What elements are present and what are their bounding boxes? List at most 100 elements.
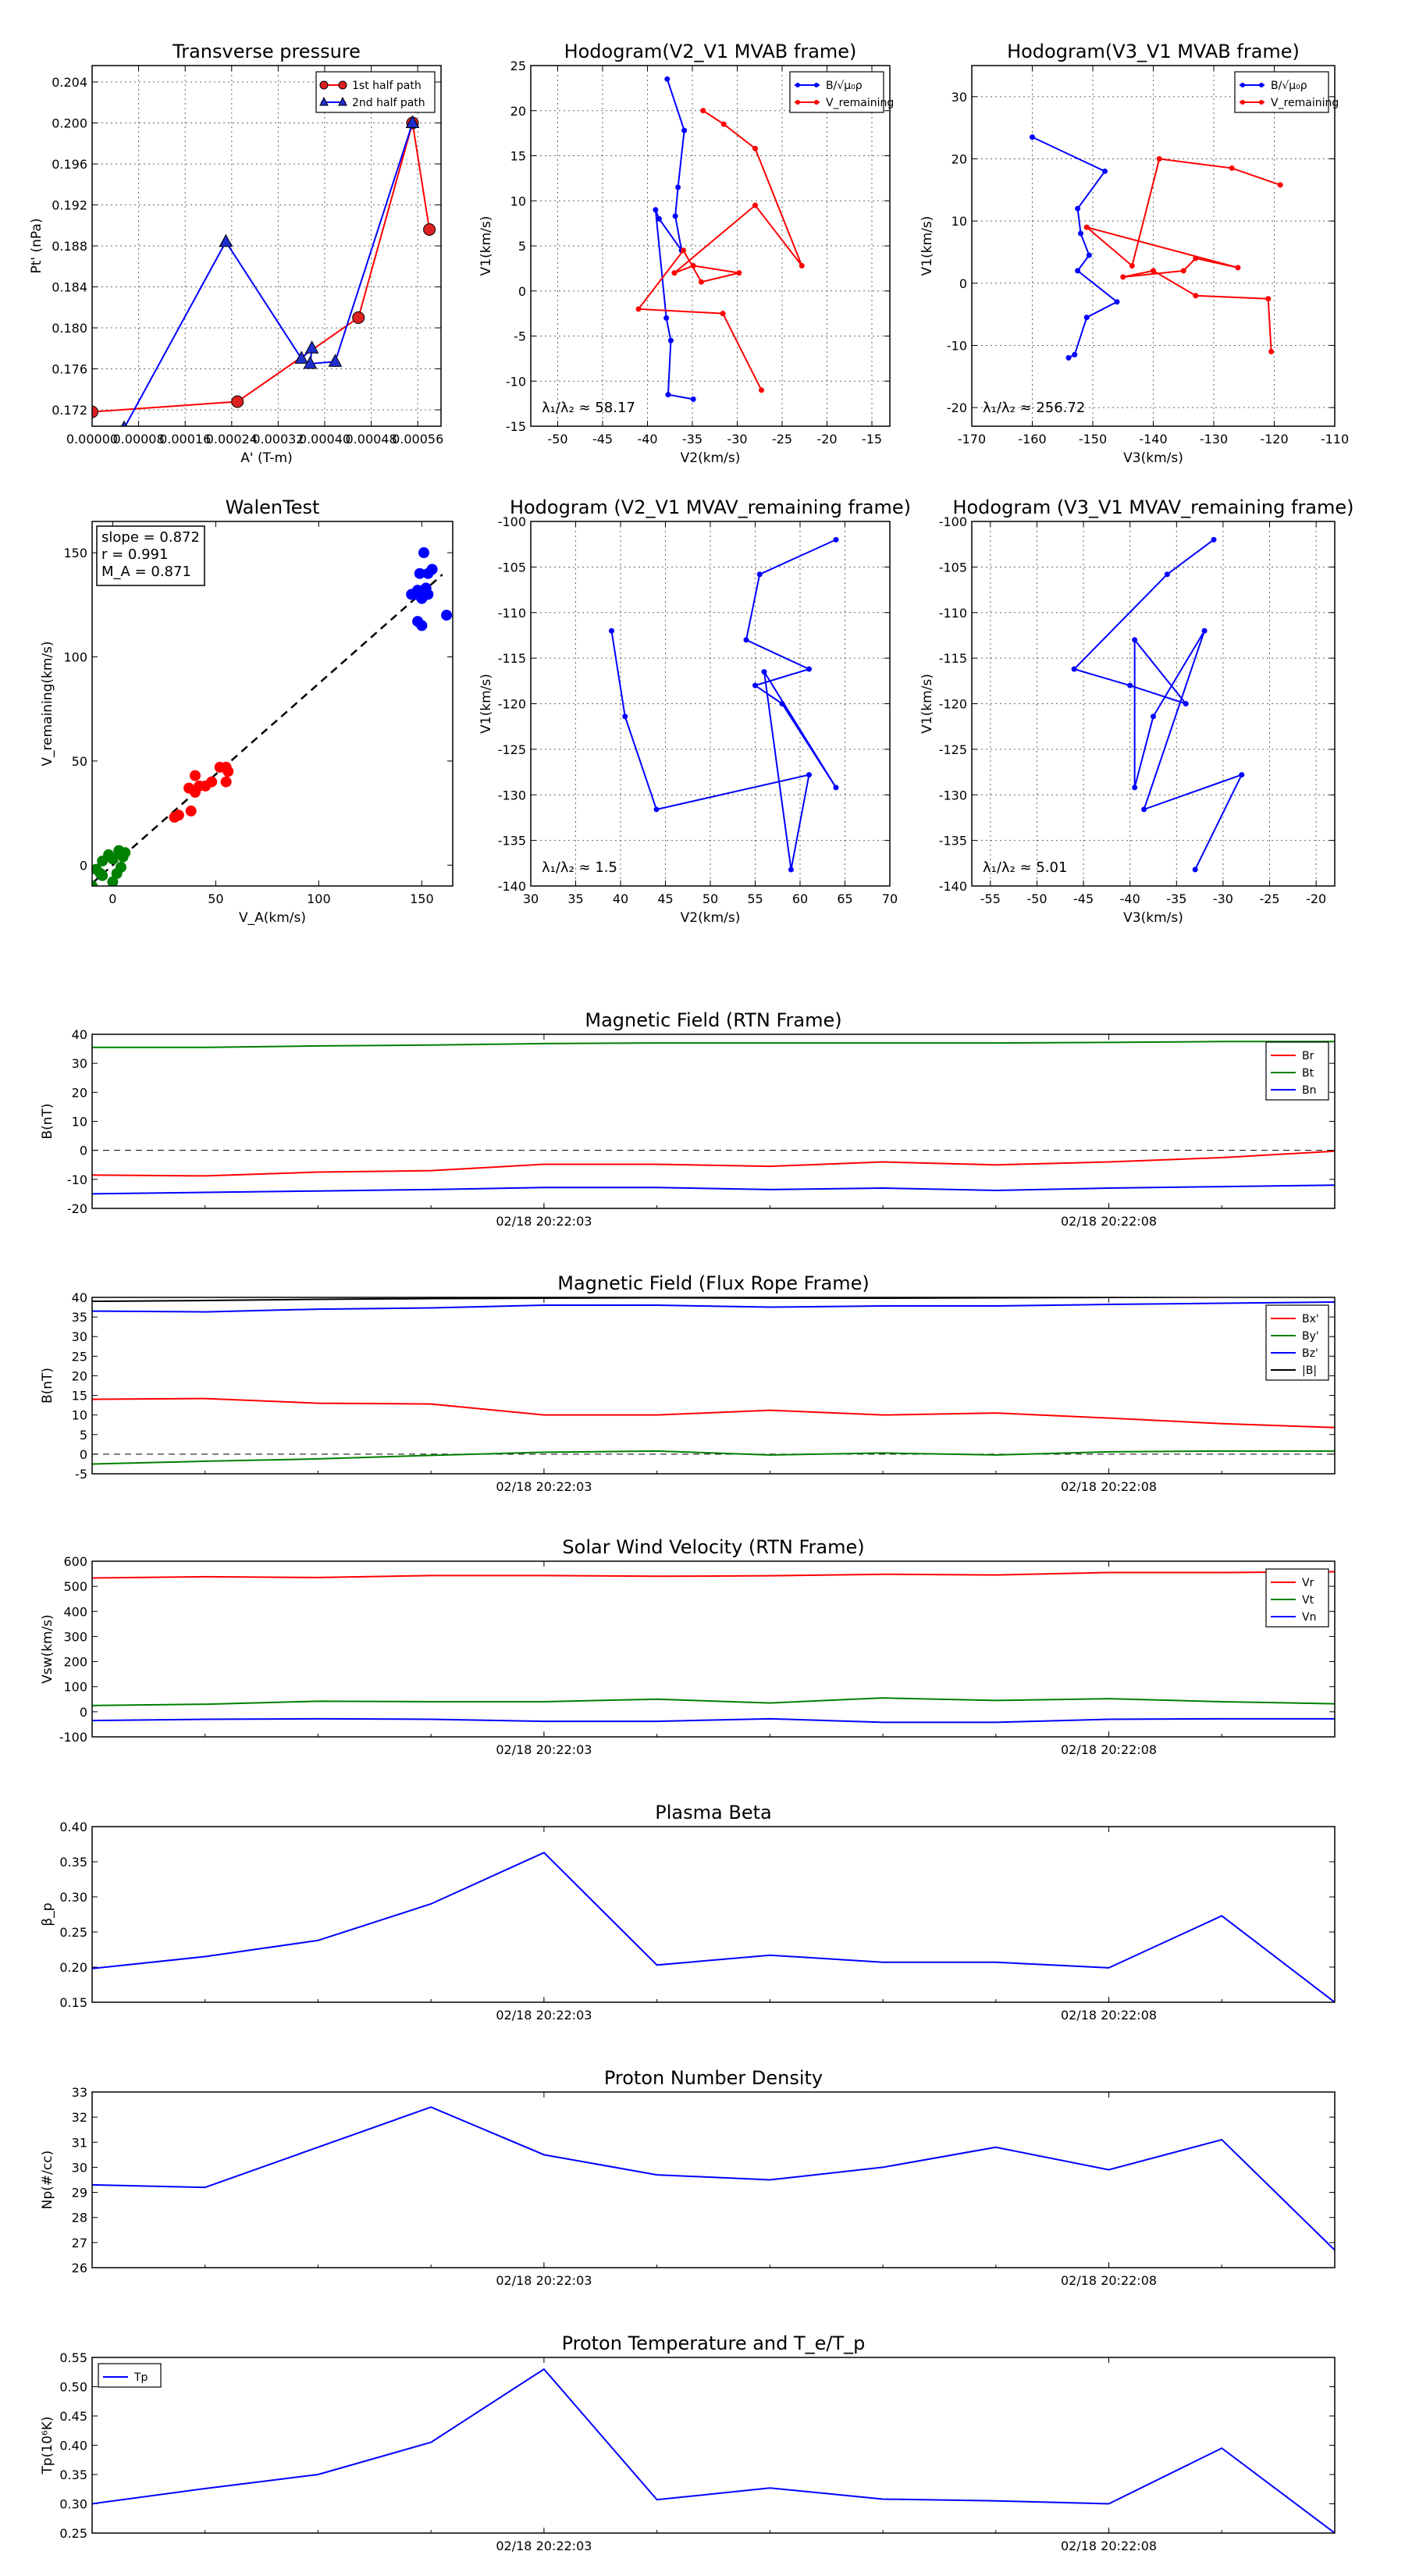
- legend-label: Vn: [1302, 1611, 1316, 1624]
- plot-frame: [530, 521, 891, 887]
- chart-h4: -140 -135 -130 -125 -120 -115 -110 -105 -100 -55 -…: [919, 496, 1354, 926]
- data-point: [1151, 713, 1156, 720]
- legend-box: [789, 71, 884, 113]
- y-tick-label: 0.50: [59, 2380, 87, 2395]
- y-tick-label: 0.25: [59, 1925, 87, 1940]
- chart-title: Proton Temperature and T_e/T_p: [562, 2332, 866, 2354]
- legend-marker: [1240, 100, 1245, 105]
- series-1: [121, 115, 420, 426]
- series-0: [92, 1852, 1335, 2002]
- data-point: [690, 396, 696, 402]
- data-point: [752, 202, 758, 208]
- chart-h3: -140 -135 -130 -125 -120 -115 -110 -105 -100 30 35…: [478, 496, 911, 926]
- data-point: [414, 568, 425, 579]
- x-tick-label: -35: [682, 432, 702, 447]
- x-tick-label: -40: [1120, 891, 1140, 906]
- series-line: [92, 1697, 1335, 1706]
- data-point: [294, 350, 309, 364]
- y-tick-label: 100: [63, 1680, 87, 1695]
- data-point: [107, 853, 119, 865]
- data-point: [788, 866, 794, 873]
- chart-h2: -20 -10 0 10 20 30 -170 -160 -150 -140 -130 -120 -11…: [919, 41, 1349, 466]
- x-tick-label: -110: [1321, 432, 1349, 447]
- y-tick-label: -100: [939, 514, 967, 529]
- plot-frame: [91, 1560, 1336, 1738]
- data-point: [1102, 168, 1108, 174]
- data-point: [405, 115, 420, 128]
- y-tick-label: 10: [510, 194, 526, 208]
- data-point: [799, 262, 805, 269]
- x-tick-label: 02/18 20:22:08: [1061, 2273, 1157, 2288]
- y-tick-label: 25: [72, 1349, 87, 1364]
- series-1: [635, 108, 805, 393]
- x-tick-label: 0: [108, 891, 116, 906]
- y-tick-label: 10: [951, 214, 967, 229]
- data-point: [743, 637, 749, 643]
- data-point: [653, 207, 659, 213]
- x-axis-label: V3(km/s): [1123, 910, 1183, 926]
- legend-label: Bx': [1302, 1313, 1319, 1325]
- y-tick-label: -100: [59, 1730, 87, 1745]
- x-tick-label: -45: [1073, 891, 1094, 906]
- ratio-annotation: λ₁/λ₂ ≈ 58.17: [542, 400, 635, 416]
- data-point: [231, 395, 244, 408]
- y-tick-label: 30: [72, 2160, 87, 2175]
- legend: Br Bt Bn: [1265, 1041, 1329, 1101]
- x-tick-label: -170: [958, 432, 986, 447]
- data-point: [422, 589, 434, 600]
- x-tick-label: 02/18 20:22:08: [1061, 1479, 1157, 1494]
- data-point: [441, 610, 453, 621]
- x-tick-label: -35: [1166, 891, 1186, 906]
- x-tick-label: -30: [727, 432, 747, 447]
- y-tick-label: 0.180: [52, 321, 87, 336]
- legend: 1st half path 2nd half path: [315, 71, 436, 113]
- x-tick-label: -120: [1260, 432, 1288, 447]
- legend-label: Vr: [1302, 1577, 1314, 1589]
- x-tick-label: -40: [637, 432, 657, 447]
- data-point: [1268, 348, 1275, 354]
- data-point: [779, 701, 785, 706]
- x-tick-label: 50: [702, 891, 718, 906]
- series-0: [92, 116, 436, 418]
- legend-marker: [795, 100, 800, 105]
- data-point: [720, 311, 726, 317]
- x-tick-label: -55: [980, 891, 1001, 906]
- y-tick-label: -100: [498, 514, 526, 529]
- data-point: [1201, 628, 1208, 634]
- y-tick-label: 0: [80, 858, 87, 873]
- data-point: [410, 589, 422, 600]
- y-tick-label: 0.55: [59, 2350, 87, 2365]
- y-tick-label: -135: [498, 834, 526, 849]
- chart-title: Hodogram(V2_V1 MVAB frame): [564, 41, 857, 62]
- series-0: [1071, 536, 1245, 873]
- ratio-annotation: λ₁/λ₂ ≈ 5.01: [983, 859, 1067, 876]
- chart-title: Proton Number Density: [604, 2067, 823, 2089]
- chart-title: Transverse pressure: [172, 41, 361, 62]
- data-point: [681, 247, 686, 254]
- y-tick-label: 0.40: [59, 1820, 87, 1834]
- legend: Vr Vt Vn: [1265, 1568, 1329, 1628]
- x-tick-label: 70: [882, 891, 898, 906]
- data-point: [1078, 230, 1083, 237]
- y-axis-label: β_p: [40, 1902, 55, 1926]
- legend-label: Br: [1302, 1050, 1314, 1062]
- data-point: [1183, 701, 1189, 706]
- series-line: [92, 1852, 1335, 2002]
- x-tick-label: 02/18 20:22:03: [496, 1214, 592, 1229]
- chart-title: Magnetic Field (RTN Frame): [585, 1009, 841, 1031]
- y-tick-label: 33: [72, 2085, 87, 2100]
- x-tick-label: -45: [592, 432, 613, 447]
- y-tick-label: -110: [498, 606, 526, 621]
- series-0: [92, 1571, 1335, 1579]
- x-tick-label: 02/18 20:22:03: [496, 2273, 592, 2288]
- data-point: [681, 127, 688, 133]
- y-tick-label: 20: [72, 1085, 87, 1100]
- x-tick-label: 02/18 20:22:08: [1061, 2008, 1157, 2023]
- y-tick-label: 0.172: [52, 403, 87, 418]
- y-tick-label: 0: [80, 1705, 87, 1720]
- data-point: [663, 315, 670, 321]
- data-point: [303, 355, 318, 369]
- chart-title: Solar Wind Velocity (RTN Frame): [562, 1536, 864, 1558]
- data-point: [304, 340, 319, 354]
